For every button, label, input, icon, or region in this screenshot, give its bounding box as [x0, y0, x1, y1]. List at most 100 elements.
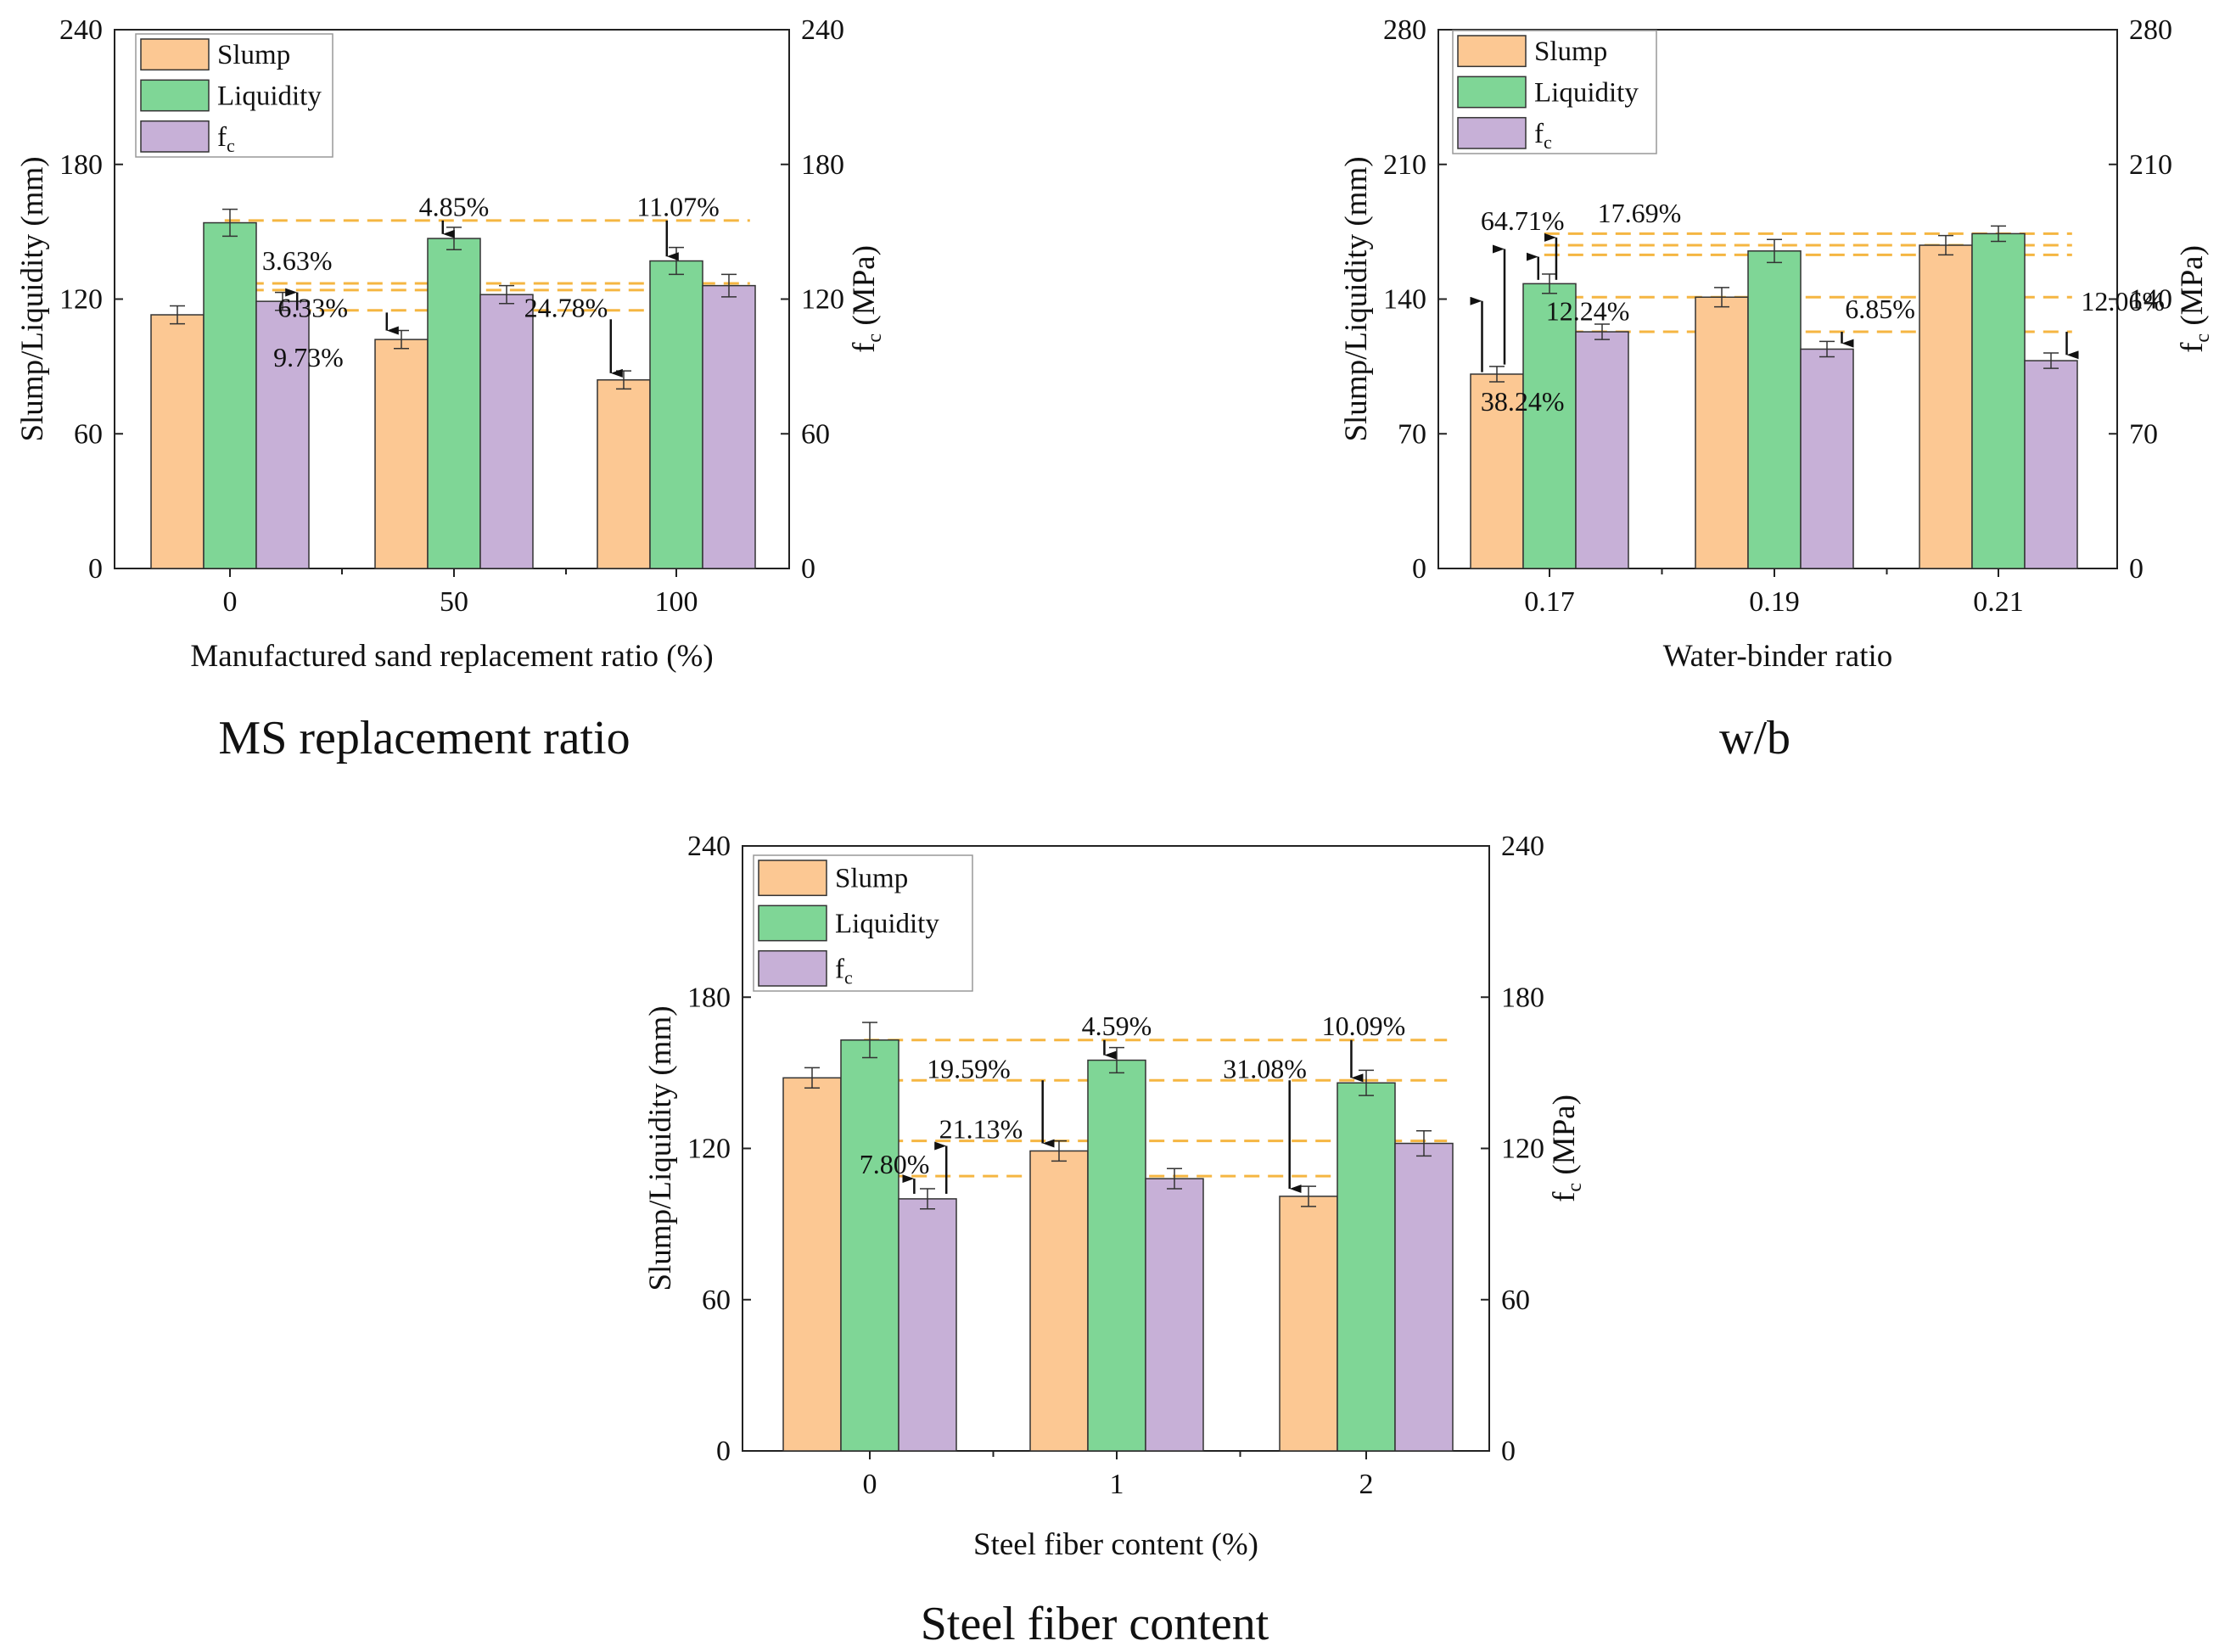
bar-f-2 — [1394, 1142, 1454, 1452]
y-tick-label: 70 — [1398, 418, 1426, 450]
x-axis-label: Manufactured sand replacement ratio (%) — [190, 639, 713, 674]
y2-tick-label: 210 — [2129, 149, 2172, 181]
x-tick-label: 2 — [1359, 1469, 1374, 1500]
annotation-label: 19.59% — [927, 1053, 1011, 1084]
y-tick-label: 140 — [1383, 284, 1426, 316]
legend-swatch-f — [758, 949, 827, 987]
bar-liquidity-2 — [1337, 1082, 1396, 1452]
y-tick-label: 180 — [59, 149, 103, 181]
y-tick-label: 180 — [687, 982, 731, 1013]
x-tick-label: 1 — [1110, 1469, 1124, 1500]
legend-label-f: fc — [835, 954, 853, 988]
x-tick-label: 0.21 — [1973, 586, 2024, 618]
y2-tick-label: 60 — [1501, 1285, 1530, 1316]
legend-label-liquidity: Liquidity — [835, 909, 939, 939]
y2-axis-label: fc (MPa) — [847, 245, 886, 353]
annotation-label: 10.09% — [1322, 1011, 1406, 1041]
bar-liquidity-0 — [203, 221, 257, 569]
bar-liquidity-0.17 — [1522, 283, 1577, 569]
y-tick-label: 0 — [716, 1436, 731, 1467]
legend-swatch-slump — [1457, 35, 1527, 68]
y-tick-label: 240 — [687, 831, 731, 862]
annotation-label: 64.71% — [1481, 205, 1565, 236]
bar-slump-50 — [374, 339, 429, 569]
legend-label-slump: Slump — [1534, 36, 1607, 67]
y2-tick-label: 120 — [801, 284, 844, 316]
legend-label-liquidity: Liquidity — [1534, 78, 1639, 109]
y2-tick-label: 0 — [2129, 553, 2144, 585]
bar-f-50 — [479, 294, 534, 569]
chart-3: 0 0 60 60 120 120 180 180 240 240 0 1 2 Steel fiber c… — [643, 831, 1586, 1650]
annotation-label: 6.33% — [277, 293, 348, 323]
y2-tick-label: 280 — [2129, 14, 2172, 46]
chart-2: 0 0 70 70 140 140 210 210 280 280 0.17 0.19 0.21 Wate… — [1339, 14, 2214, 764]
bar-liquidity-1 — [1087, 1059, 1146, 1452]
bar-f-0.21 — [2024, 360, 2078, 569]
annotation-label: 9.73% — [273, 342, 344, 372]
chart-caption: w/b — [1719, 712, 1790, 764]
legend-swatch-liquidity — [1457, 76, 1527, 109]
y2-tick-label: 0 — [801, 553, 815, 585]
y-tick-label: 240 — [59, 14, 103, 46]
legend-label-liquidity: Liquidity — [217, 81, 322, 112]
annotation-label: 21.13% — [939, 1114, 1023, 1145]
annotation-label: 4.59% — [1082, 1011, 1152, 1041]
chart-1: 0 0 60 60 120 120 180 180 240 240 0 50 100 Manufactur… — [15, 14, 886, 764]
legend-label-f: fc — [1534, 119, 1552, 153]
bar-slump-0 — [150, 314, 205, 569]
y2-tick-label: 0 — [1501, 1436, 1516, 1467]
x-tick-label: 100 — [655, 586, 698, 618]
y-tick-label: 120 — [687, 1134, 731, 1165]
y-tick-label: 60 — [702, 1285, 731, 1316]
bar-liquidity-50 — [427, 238, 481, 569]
x-axis-label: Water-binder ratio — [1663, 639, 1893, 674]
bar-f-0.17 — [1575, 331, 1629, 569]
y-tick-label: 60 — [74, 418, 103, 450]
annotation-label: 7.80% — [860, 1149, 930, 1179]
y-axis-label: Slump/Liquidity (mm) — [15, 156, 50, 441]
y2-axis-label: fc (MPa) — [2175, 245, 2214, 353]
annotation-label: 24.78% — [524, 293, 608, 323]
y2-tick-label: 240 — [1501, 831, 1544, 862]
bar-slump-100 — [597, 379, 651, 569]
annotation-label: 11.07% — [636, 192, 719, 222]
x-axis-label: Steel fiber content (%) — [973, 1527, 1258, 1562]
y2-tick-label: 140 — [2129, 284, 2172, 316]
legend-swatch-slump — [758, 860, 827, 897]
bar-slump-1 — [1029, 1150, 1089, 1452]
y-tick-label: 210 — [1383, 149, 1426, 181]
bar-f-0.19 — [1800, 348, 1854, 569]
y2-tick-label: 180 — [1501, 982, 1544, 1013]
y-tick-label: 0 — [1412, 553, 1426, 585]
bar-liquidity-0.21 — [1971, 232, 2026, 569]
y2-tick-label: 240 — [801, 14, 844, 46]
bar-f-1 — [1145, 1178, 1204, 1452]
annotation-label: 12.06% — [2081, 286, 2165, 316]
y-tick-label: 0 — [88, 553, 103, 585]
annotation-label: 4.85% — [419, 192, 490, 222]
y-tick-label: 280 — [1383, 14, 1426, 46]
annotation-label: 38.24% — [1481, 386, 1565, 417]
y2-tick-label: 70 — [2129, 418, 2158, 450]
y-axis-label: Slump/Liquidity (mm) — [643, 1005, 678, 1291]
y-axis-label: Slump/Liquidity (mm) — [1339, 156, 1374, 441]
legend-label-slump: Slump — [217, 40, 290, 70]
legend-swatch-f — [140, 120, 210, 153]
x-tick-label: 0 — [863, 1469, 877, 1500]
legend-swatch-liquidity — [758, 904, 827, 942]
bar-f-0 — [898, 1198, 957, 1452]
legend-swatch-slump — [140, 38, 210, 71]
x-tick-label: 0 — [223, 586, 238, 618]
legend-swatch-f — [1457, 116, 1527, 149]
annotation-label: 6.85% — [1845, 294, 1915, 324]
legend-swatch-liquidity — [140, 79, 210, 112]
bar-liquidity-0.19 — [1747, 250, 1802, 569]
y2-tick-label: 180 — [801, 149, 844, 181]
bar-slump-0.17 — [1470, 373, 1524, 569]
x-tick-label: 0.17 — [1524, 586, 1575, 618]
legend-label-slump: Slump — [835, 864, 908, 894]
chart-caption: MS replacement ratio — [218, 712, 630, 764]
bar-slump-2 — [1279, 1196, 1338, 1452]
annotation-label: 3.63% — [262, 245, 333, 276]
